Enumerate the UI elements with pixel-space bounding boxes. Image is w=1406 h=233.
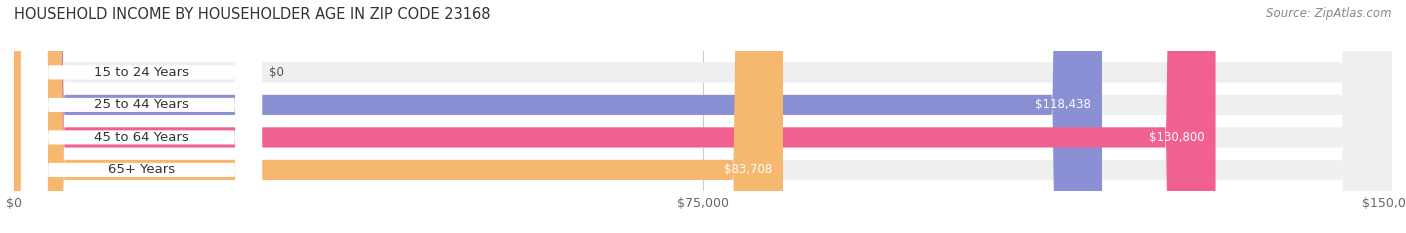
FancyBboxPatch shape — [14, 0, 1392, 233]
FancyBboxPatch shape — [14, 0, 1392, 233]
FancyBboxPatch shape — [14, 0, 1392, 233]
Text: $83,708: $83,708 — [724, 163, 772, 176]
FancyBboxPatch shape — [21, 0, 262, 233]
Text: 25 to 44 Years: 25 to 44 Years — [94, 98, 188, 111]
FancyBboxPatch shape — [14, 0, 1216, 233]
FancyBboxPatch shape — [14, 0, 783, 233]
Text: HOUSEHOLD INCOME BY HOUSEHOLDER AGE IN ZIP CODE 23168: HOUSEHOLD INCOME BY HOUSEHOLDER AGE IN Z… — [14, 7, 491, 22]
Text: 65+ Years: 65+ Years — [108, 163, 176, 176]
FancyBboxPatch shape — [14, 0, 1392, 233]
FancyBboxPatch shape — [14, 0, 1102, 233]
Text: $130,800: $130,800 — [1149, 131, 1205, 144]
FancyBboxPatch shape — [21, 0, 262, 233]
FancyBboxPatch shape — [21, 0, 262, 233]
Text: $0: $0 — [269, 66, 284, 79]
FancyBboxPatch shape — [21, 0, 262, 233]
Text: Source: ZipAtlas.com: Source: ZipAtlas.com — [1267, 7, 1392, 20]
Text: 15 to 24 Years: 15 to 24 Years — [94, 66, 188, 79]
Text: 45 to 64 Years: 45 to 64 Years — [94, 131, 188, 144]
Text: $118,438: $118,438 — [1035, 98, 1091, 111]
